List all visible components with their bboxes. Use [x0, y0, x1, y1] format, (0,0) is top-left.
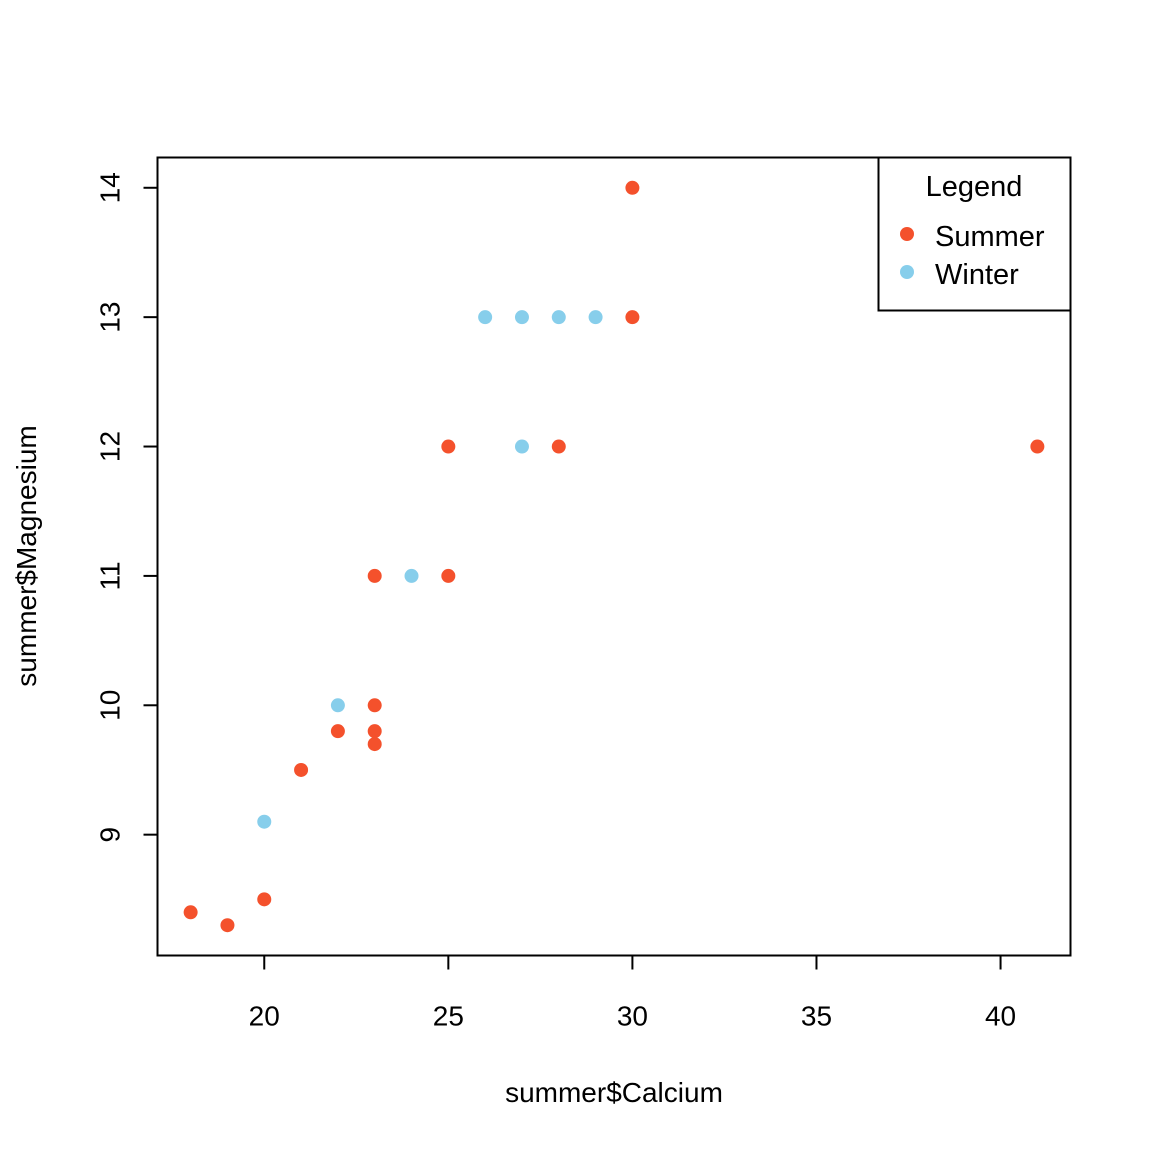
x-tick-label: 40 — [985, 1001, 1016, 1032]
legend-title: Legend — [926, 171, 1023, 203]
x-axis-label: summer$Calcium — [505, 1077, 723, 1108]
point-summer — [441, 439, 456, 454]
y-tick-label: 13 — [94, 302, 125, 333]
y-tick-label: 12 — [94, 431, 125, 462]
y-tick-label: 11 — [94, 561, 125, 590]
legend-label-summer: Summer — [935, 221, 1045, 253]
point-summer — [1030, 439, 1045, 454]
data-points — [183, 180, 1045, 933]
point-summer — [183, 905, 198, 920]
point-winter — [551, 310, 566, 325]
point-summer — [367, 568, 382, 583]
y-axis: 9 10 11 12 13 14 — [94, 172, 159, 843]
point-summer — [257, 892, 272, 907]
y-tick-label: 9 — [94, 827, 125, 843]
legend-marker-winter — [900, 265, 914, 279]
point-summer — [367, 737, 382, 752]
x-tick-label: 25 — [433, 1001, 464, 1032]
legend-label-winter: Winter — [935, 259, 1019, 291]
x-axis: 20 25 30 35 40 — [249, 954, 1016, 1032]
point-winter — [257, 814, 272, 829]
point-summer — [367, 698, 382, 713]
point-summer — [625, 180, 640, 195]
point-winter — [478, 310, 493, 325]
x-tick-label: 30 — [617, 1001, 648, 1032]
point-winter — [514, 310, 529, 325]
legend: Legend Summer Winter — [877, 156, 1072, 312]
point-winter — [404, 568, 419, 583]
y-tick-label: 14 — [94, 172, 125, 203]
point-summer — [551, 439, 566, 454]
x-tick-label: 35 — [801, 1001, 832, 1032]
point-summer — [294, 762, 309, 777]
point-winter — [588, 310, 603, 325]
point-summer — [625, 310, 640, 325]
point-winter — [514, 439, 529, 454]
point-summer — [220, 918, 235, 933]
point-summer — [330, 724, 345, 739]
y-tick-label: 10 — [94, 690, 125, 721]
x-tick-label: 20 — [249, 1001, 280, 1032]
y-axis-label: summer$Magnesium — [11, 425, 42, 686]
point-summer — [367, 724, 382, 739]
legend-marker-summer — [900, 227, 914, 241]
point-winter — [330, 698, 345, 713]
point-summer — [441, 568, 456, 583]
